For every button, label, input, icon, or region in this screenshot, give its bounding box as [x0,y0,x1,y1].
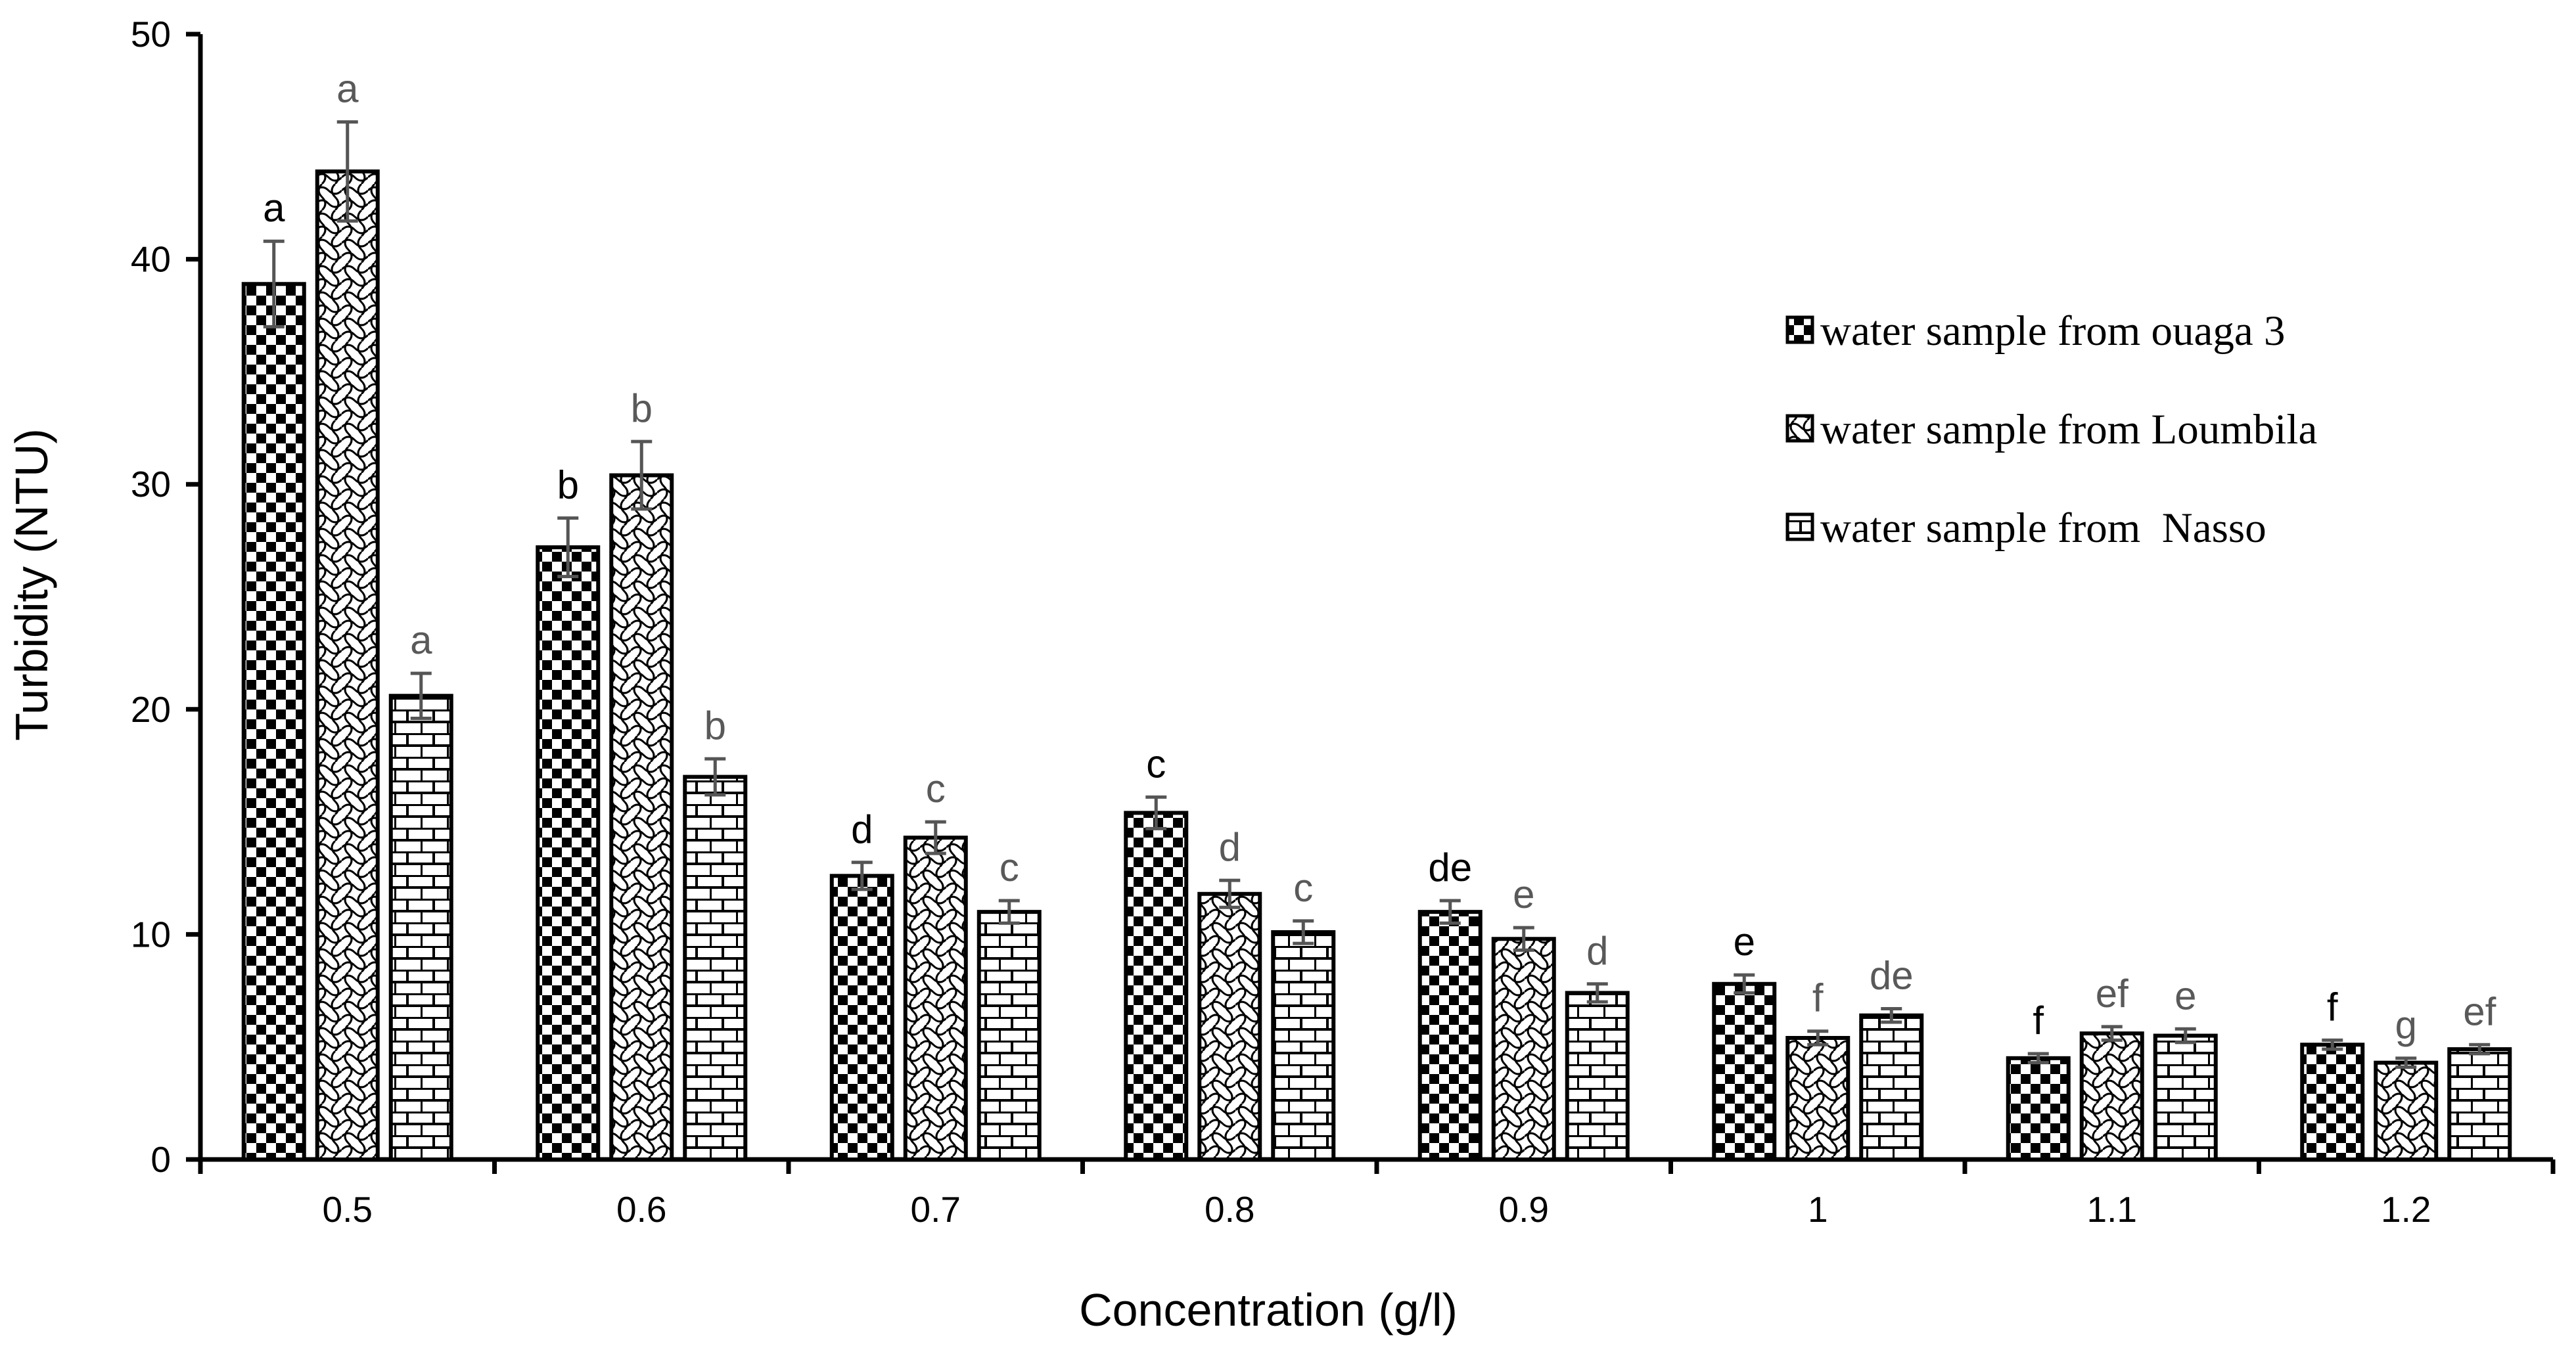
significance-label: g [2395,1003,2417,1047]
error-bar [2174,1027,2196,1045]
significance-label: d [851,807,873,851]
significance-label: a [263,186,285,230]
error-bar [998,899,1020,925]
y-axis-title: Turbidity (NTU) [6,428,57,741]
significance-label: b [631,386,653,430]
bar [241,282,306,1161]
x-tick-label: 0.6 [616,1189,666,1230]
error-bar [851,861,873,891]
bar [609,473,674,1161]
x-axis-title: Concentration (g/l) [1079,1284,1458,1336]
significance-label: c [926,767,946,811]
x-tick-label: 0.5 [323,1189,373,1230]
legend-label: water sample from ouaga 3 [1820,307,2286,355]
significance-label: d [1219,825,1241,869]
error-bar [410,671,432,720]
bar [1124,811,1189,1161]
error-bar [1219,878,1241,909]
significance-label: e [1513,872,1534,916]
significance-label: e [1734,920,1755,964]
x-tick-label: 0.7 [911,1189,961,1230]
significance-label: a [336,67,359,111]
legend-swatch [1785,315,1814,344]
error-bar [704,757,726,797]
legend-swatch [1785,512,1814,541]
bar [536,545,601,1161]
significance-label: c [1146,742,1166,786]
error-bar [557,516,579,579]
error-bar [1881,1006,1902,1024]
significance-label: ef [2096,972,2128,1016]
significance-label: f [2327,985,2338,1029]
significance-label: f [1812,976,1824,1020]
y-axis: 0 10 20 30 40 50 [131,14,203,1180]
bar [1785,1035,1851,1161]
error-bar [2469,1043,2491,1056]
bar [2079,1031,2144,1162]
bar [2006,1056,2071,1161]
bar [1197,891,1262,1162]
bar [2447,1047,2512,1161]
significance-label: de [1870,953,1914,997]
error-bar [2395,1056,2417,1069]
bar [1417,910,1483,1161]
significance-label: f [2033,999,2044,1043]
legend-label: water sample from Nasso [1820,505,2266,552]
x-tick-label: 1.2 [2381,1189,2431,1230]
significance-label: de [1428,845,1472,889]
significance-label: b [557,463,579,507]
y-tick-label: 30 [131,464,171,505]
significance-label: c [1000,845,1019,889]
legend-label: water sample from Loumbila [1820,406,2317,453]
bar [977,910,1042,1161]
error-bar [1734,973,1755,995]
y-tick-label: 40 [131,239,171,280]
y-tick-label: 10 [131,914,171,955]
significance-label: ef [2463,989,2496,1033]
error-bar [631,439,653,511]
bar [2153,1033,2218,1161]
bar [1859,1013,1924,1161]
significance-label: d [1586,929,1608,973]
error-bar [1807,1029,1829,1046]
bar [683,775,748,1161]
significance-label: c [1293,866,1313,910]
error-bar [336,120,358,223]
error-bar [925,820,946,855]
error-bar [2101,1025,2123,1042]
bar [829,874,894,1161]
legend: water sample from ouaga 3 water sample fr… [1785,307,2317,552]
y-tick-label: 20 [131,689,171,730]
error-bar [1513,926,1534,952]
x-axis: 0.5 0.6 0.7 0.8 0.9 1 1.1 1.2 [198,1157,2556,1230]
significance-label: a [410,618,432,662]
bar [2300,1043,2365,1162]
error-bar [2322,1038,2343,1051]
bar [1271,930,1336,1161]
bar [2374,1060,2439,1161]
bar [1491,937,1556,1161]
significance-label: b [704,704,726,748]
bar [903,836,968,1162]
error-bar [1439,899,1461,925]
x-tick-label: 1 [1808,1189,1828,1230]
x-tick-label: 1.1 [2087,1189,2137,1230]
significance-label: e [2174,974,2196,1018]
bar [388,694,453,1161]
error-bar [263,239,285,328]
y-tick-label: 0 [150,1139,171,1180]
bar [1565,991,1630,1161]
x-tick-label: 0.9 [1499,1189,1549,1230]
error-bar [2027,1052,2049,1065]
error-bar [1293,919,1314,945]
error-bar [1145,795,1167,830]
error-bar [1586,982,1608,1004]
y-tick-label: 50 [131,14,171,55]
x-tick-label: 0.8 [1205,1189,1254,1230]
legend-swatch [1785,414,1814,443]
bar [1712,981,1777,1161]
bar [315,169,380,1162]
